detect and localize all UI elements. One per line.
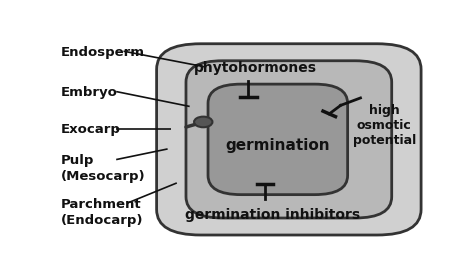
Text: Pulp: Pulp	[61, 154, 94, 167]
Text: germination inhibitors: germination inhibitors	[185, 208, 360, 222]
Text: phytohormones: phytohormones	[194, 61, 317, 75]
Text: (Mesocarp): (Mesocarp)	[61, 170, 146, 183]
Text: Embryo: Embryo	[61, 86, 118, 99]
Text: high
osmotic
potential: high osmotic potential	[353, 104, 416, 147]
Circle shape	[194, 117, 212, 127]
FancyBboxPatch shape	[208, 84, 347, 195]
FancyBboxPatch shape	[186, 61, 392, 218]
Text: Parchment: Parchment	[61, 198, 142, 211]
Text: Endosperm: Endosperm	[61, 46, 145, 59]
Text: Exocarp: Exocarp	[61, 123, 121, 136]
Text: (Endocarp): (Endocarp)	[61, 214, 144, 227]
Text: germination: germination	[226, 138, 330, 153]
FancyBboxPatch shape	[156, 44, 421, 235]
